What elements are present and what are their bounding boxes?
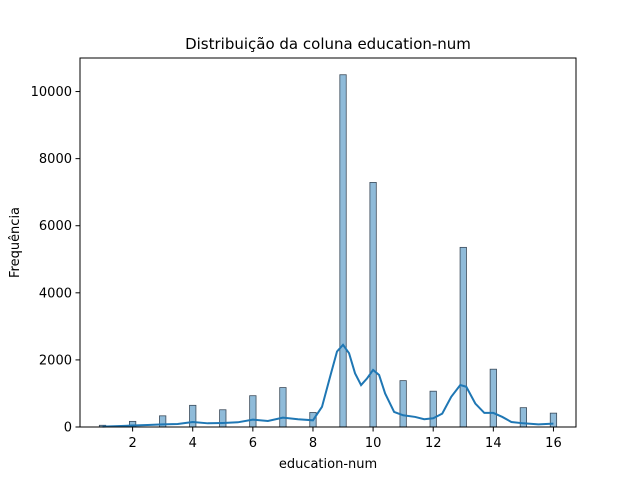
x-tick-label: 10 bbox=[365, 436, 382, 451]
histogram-bar bbox=[399, 380, 407, 428]
histogram-bar bbox=[489, 368, 497, 428]
histogram-bar bbox=[549, 412, 558, 428]
histogram-bar bbox=[459, 246, 467, 428]
y-axis-ticks: 0 2000 4000 6000 8000 10000 bbox=[31, 85, 80, 436]
x-tick-label: 8 bbox=[309, 436, 317, 451]
y-axis-title: Frequência bbox=[8, 207, 23, 278]
y-tick-label: 2000 bbox=[39, 353, 72, 368]
x-tick-label: 2 bbox=[128, 436, 136, 451]
histogram-bar bbox=[189, 404, 197, 428]
x-tick-label: 6 bbox=[249, 436, 257, 451]
y-tick-label: 10000 bbox=[31, 85, 72, 100]
histogram-bar bbox=[429, 390, 437, 428]
y-tick-label: 0 bbox=[64, 421, 72, 436]
histogram-bar bbox=[339, 74, 347, 428]
x-axis-title: education-num bbox=[279, 457, 377, 472]
y-tick-label: 4000 bbox=[39, 286, 72, 301]
y-tick-label: 6000 bbox=[39, 219, 72, 234]
chart-title: Distribuição da coluna education-num bbox=[185, 35, 471, 53]
histogram-bar bbox=[219, 409, 227, 428]
x-tick-label: 4 bbox=[189, 436, 197, 451]
kde-line bbox=[102, 343, 554, 428]
histogram-bar bbox=[279, 387, 287, 428]
x-tick-label: 12 bbox=[425, 436, 442, 451]
y-tick-label: 8000 bbox=[39, 152, 72, 167]
x-axis-ticks: 2 4 6 8 10 12 14 16 bbox=[128, 427, 562, 451]
x-tick-label: 16 bbox=[545, 436, 562, 451]
plot-frame bbox=[79, 57, 577, 428]
histogram-bar bbox=[369, 182, 377, 428]
histogram-bar bbox=[249, 395, 257, 428]
histogram-bars bbox=[98, 74, 558, 428]
x-tick-label: 14 bbox=[485, 436, 502, 451]
